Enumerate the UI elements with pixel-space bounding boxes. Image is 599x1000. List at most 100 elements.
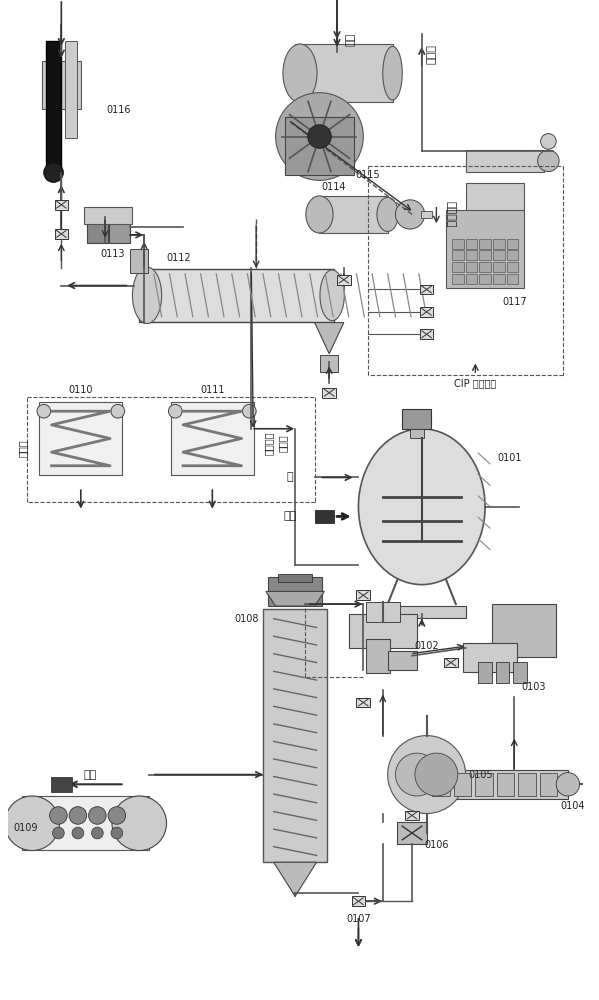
Bar [476,773,493,796]
Bar [444,658,458,667]
Bar [463,643,517,672]
Text: 0114: 0114 [322,182,346,192]
Ellipse shape [44,163,63,182]
Bar [420,285,434,294]
Bar [497,773,515,796]
Text: 0105: 0105 [468,770,492,780]
Bar [378,606,465,618]
Bar [349,614,417,648]
Text: 排气: 排气 [346,32,356,46]
Ellipse shape [306,196,333,233]
Text: 0102: 0102 [415,641,439,651]
Circle shape [538,150,559,172]
Bar [322,388,336,398]
Text: 0108: 0108 [234,614,259,624]
Circle shape [5,796,59,851]
Bar [422,770,568,799]
Text: 0111: 0111 [200,385,225,395]
Bar [465,239,477,249]
Bar [314,510,334,523]
Bar [139,269,334,322]
Bar [420,211,432,218]
Circle shape [388,736,465,814]
Bar [405,811,419,820]
Text: 冷水回: 冷水回 [277,435,288,452]
Bar [452,262,464,272]
Bar [397,822,426,844]
Bar [366,602,400,622]
Circle shape [69,807,87,824]
Bar [420,329,434,339]
Bar [171,402,254,475]
Bar [479,239,491,249]
Bar [507,250,518,260]
Bar [493,250,504,260]
Bar [356,698,370,707]
Text: 蔭汽回: 蔭汽回 [17,439,28,457]
Bar [465,183,524,217]
Text: 活性成分: 活性成分 [446,201,456,228]
Text: 0104: 0104 [561,801,585,811]
Bar [264,609,327,862]
Bar [352,896,365,906]
Bar [454,773,471,796]
Bar [320,355,338,372]
Circle shape [112,796,167,851]
Bar [420,307,434,317]
Circle shape [276,93,364,180]
Text: 补充液: 补充液 [426,44,437,64]
Bar [131,249,148,273]
Circle shape [50,807,67,824]
Polygon shape [274,862,316,896]
Bar [22,796,149,850]
Bar [452,274,464,284]
Circle shape [72,827,84,839]
Bar [403,409,431,429]
Bar [285,117,353,175]
Bar [432,773,450,796]
Text: 0109: 0109 [13,823,38,833]
Bar [366,639,390,673]
Bar [337,275,350,285]
Circle shape [89,807,106,824]
Polygon shape [266,591,324,606]
Bar [388,651,417,670]
Bar [268,577,322,606]
Bar [507,274,518,284]
Text: 0112: 0112 [166,253,190,263]
Circle shape [111,404,125,418]
Text: 0110: 0110 [68,385,93,395]
Bar [278,574,312,582]
Circle shape [111,827,123,839]
Ellipse shape [132,267,162,324]
Bar [84,207,132,224]
Text: 0103: 0103 [522,682,546,692]
Circle shape [308,125,331,148]
Ellipse shape [377,197,398,231]
Bar [446,210,524,288]
Bar [452,250,464,260]
Bar [55,200,68,210]
Text: 0106: 0106 [424,840,449,850]
Bar [410,429,424,438]
Bar [295,44,392,102]
Bar [507,262,518,272]
Bar [496,662,509,683]
Bar [65,41,77,138]
Circle shape [37,404,50,418]
Circle shape [540,134,556,149]
Ellipse shape [283,44,317,102]
Circle shape [108,807,126,824]
Bar [507,239,518,249]
Text: 渣料: 渣料 [84,770,97,780]
Bar [356,590,370,600]
Bar [479,250,491,260]
Text: 水: 水 [287,472,294,482]
Circle shape [243,404,256,418]
Ellipse shape [320,270,344,321]
Bar [452,239,464,249]
Text: CIP 清洗灯阀: CIP 清洗灯阀 [454,378,497,388]
Bar [465,250,477,260]
Bar [42,61,81,109]
Text: 0117: 0117 [502,297,527,307]
